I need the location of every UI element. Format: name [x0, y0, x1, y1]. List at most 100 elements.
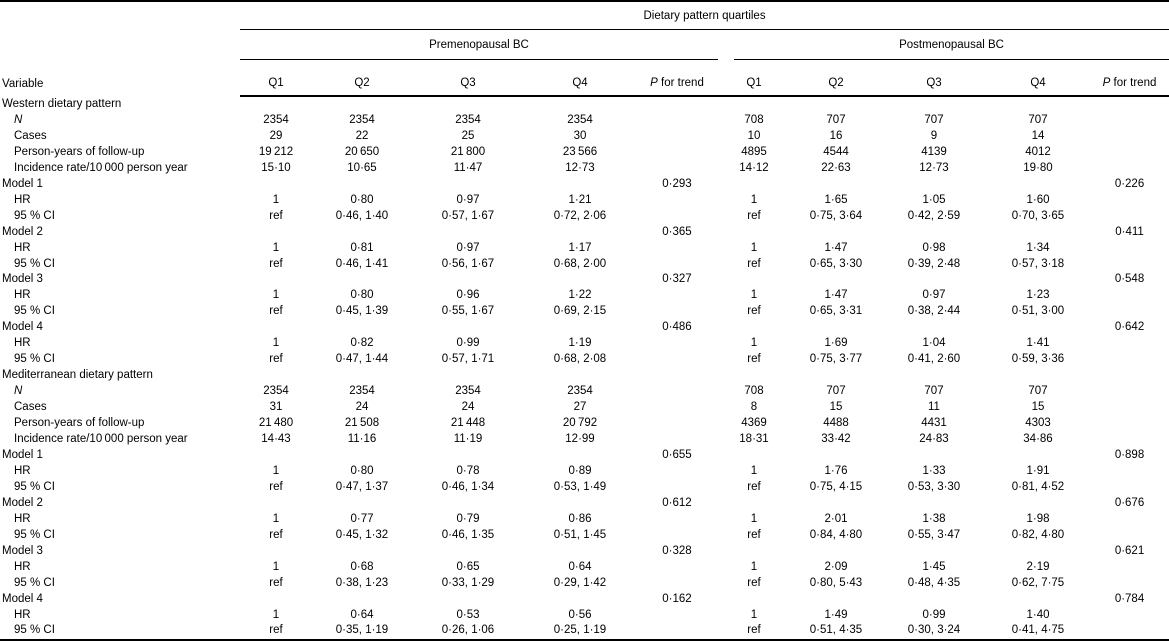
value-cell — [636, 304, 718, 320]
value-cell: 0·621 — [1114, 544, 1145, 557]
value-cell: 0·55, 1·67 — [441, 305, 495, 318]
value-cell: 0·35, 1·19 — [335, 624, 389, 637]
column-header-q3: Q3 — [882, 60, 986, 97]
postmenopausal-label: Postmenopausal BC — [899, 38, 1004, 51]
table-row: N 2354 2354 2354 2354 708 707 707 707 — [0, 384, 1169, 400]
table-row: HR 1 0·80 0·78 0·89 1 1·76 1·33 1·91 — [0, 464, 1169, 480]
table-row: N 2354 2354 2354 2354 708 707 707 707 — [0, 113, 1169, 129]
value-cell: 707 — [924, 113, 944, 126]
value-cell — [636, 241, 718, 257]
value-cell — [1090, 113, 1169, 129]
value-cell: 0·46, 1·41 — [335, 257, 389, 270]
value-cell — [524, 320, 636, 336]
value-cell: ref — [269, 624, 283, 637]
value-cell — [636, 352, 718, 368]
value-cell: 0·411 — [1115, 225, 1144, 238]
value-cell: 1 — [272, 241, 280, 254]
value-cell: 11·16 — [347, 433, 377, 446]
value-cell: 1·69 — [824, 337, 848, 350]
row-label: 95 % CI — [14, 528, 55, 541]
value-cell: ref — [747, 624, 761, 637]
value-cell: 1 — [750, 193, 758, 206]
value-cell: 0·293 — [662, 177, 692, 190]
value-cell — [882, 544, 986, 560]
value-cell: ref — [747, 576, 761, 589]
row-label: Person-years of follow-up — [14, 417, 145, 430]
value-cell: 0·548 — [1114, 273, 1145, 286]
value-cell: 0·38, 2·44 — [907, 305, 961, 318]
value-cell — [312, 320, 412, 336]
table-row: Model 4 0·162 0·784 — [0, 592, 1169, 608]
value-cell — [312, 544, 412, 560]
value-cell: 1·22 — [568, 289, 592, 302]
value-cell: 15·10 — [261, 161, 291, 174]
row-label: Model 3 — [2, 544, 43, 557]
table-body: Western dietary pattern N 2354 2354 2354 2354… — [0, 96, 1169, 640]
value-cell — [636, 113, 718, 129]
value-cell: 24 — [355, 401, 369, 414]
value-cell — [718, 225, 790, 241]
value-cell — [1090, 288, 1169, 304]
value-cell: 14 — [1031, 129, 1045, 142]
value-cell — [636, 432, 718, 448]
value-cell: ref — [269, 528, 283, 541]
row-label: HR — [14, 337, 31, 350]
value-cell: 0·612 — [662, 496, 692, 509]
row-label: Model 3 — [2, 273, 43, 286]
value-cell — [636, 480, 718, 496]
value-cell: 1·33 — [922, 464, 946, 477]
value-cell: 1·17 — [568, 241, 592, 254]
value-cell — [636, 464, 718, 480]
table-row: Person-years of follow-up 19 212 20 650 21 … — [0, 145, 1169, 161]
value-cell: 2354 — [567, 385, 593, 398]
value-cell: 19·80 — [1023, 161, 1053, 174]
value-cell: 12·99 — [565, 433, 595, 446]
value-cell — [1090, 432, 1169, 448]
column-header-q2: Q2 — [790, 60, 882, 97]
value-cell — [1090, 304, 1169, 320]
value-cell: 0·327 — [662, 273, 692, 286]
value-cell: 1 — [750, 337, 758, 350]
column-header-q1: Q1 — [718, 60, 790, 97]
row-label: Incidence rate/10 000 person year — [14, 433, 188, 446]
group-header-postmenopausal: Postmenopausal BC — [718, 30, 1169, 60]
value-cell — [1090, 241, 1169, 257]
group-header-premenopausal: Premenopausal BC — [240, 30, 718, 60]
section-title: Western dietary pattern — [2, 98, 122, 110]
value-cell: 0·96 — [456, 289, 480, 302]
value-cell: 1·41 — [1026, 337, 1050, 350]
row-label: Cases — [14, 129, 47, 142]
row-label: 95 % CI — [14, 576, 55, 589]
value-cell: ref — [747, 528, 761, 541]
value-cell — [882, 448, 986, 464]
row-label: N — [14, 385, 23, 398]
value-cell — [986, 496, 1090, 512]
value-cell: 0·48, 4·35 — [907, 576, 961, 589]
value-cell — [412, 544, 524, 560]
value-cell: 0·89 — [568, 464, 592, 477]
column-header-q3: Q3 — [412, 60, 524, 97]
value-cell: 0·46, 1·34 — [441, 480, 495, 493]
value-cell — [1090, 512, 1169, 528]
value-cell: 0·98 — [922, 241, 946, 254]
value-cell — [790, 320, 882, 336]
value-cell: 11·47 — [453, 161, 483, 174]
table-row: 95 % CI ref 0·46, 1·41 0·56, 1·67 0·68, 2·00… — [0, 257, 1169, 273]
spanner-row: Variable Dietary pattern quartiles — [0, 1, 1169, 90]
row-label: HR — [14, 193, 31, 206]
value-cell: 0·30, 3·24 — [907, 624, 961, 637]
value-cell: 34·86 — [1023, 433, 1053, 446]
value-cell: 0·898 — [1114, 448, 1145, 461]
value-cell: 4895 — [741, 145, 767, 158]
value-cell — [524, 272, 636, 288]
value-cell: 0·162 — [662, 592, 692, 605]
value-cell — [1090, 576, 1169, 592]
value-cell: 2·19 — [1026, 560, 1050, 573]
row-label: Model 2 — [2, 496, 43, 509]
value-cell — [1090, 608, 1169, 624]
value-cell — [636, 608, 718, 624]
row-label: 95 % CI — [14, 209, 55, 222]
value-cell: 0·80 — [350, 193, 374, 206]
value-cell: ref — [747, 209, 761, 222]
